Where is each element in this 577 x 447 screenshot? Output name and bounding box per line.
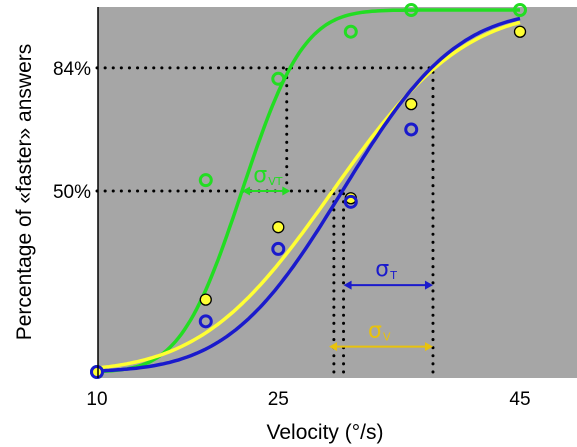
sigma-arrowhead-left-t [343,280,352,290]
x-tick-labels: 10 25 45 [86,389,530,410]
point-yellow-4 [405,97,418,111]
sigma-subscript-v: V [383,331,391,344]
fit-curve-green [96,8,520,374]
data-points [90,3,527,379]
point-blue-2 [271,241,286,256]
point-yellow-2 [272,221,285,234]
sigma-arrowhead-right-vt [282,186,291,196]
point-blue-3 [343,194,358,209]
point-green-1 [198,173,213,188]
x-tick-label-10: 10 [86,389,107,410]
sigma-annotations: σ VTσ Tσ V [242,163,433,352]
y-axis-title: Percentage of «faster» answers [13,44,36,341]
point-blue-4 [404,122,419,137]
fit-curves [96,8,521,374]
point-green-5 [513,3,527,17]
sigma-label-v: σ [368,319,382,344]
point-green-3 [343,24,358,39]
fit-curve-yellow [96,20,521,370]
point-green-4 [404,3,419,17]
sigma-label-t: σ [375,257,389,282]
point-green-2 [271,71,286,86]
point-yellow-5 [513,25,527,38]
x-tick-label-25: 25 [268,389,289,410]
dotted-guides [95,66,435,374]
y-tick-label-50: 50% [53,182,91,203]
fit-curve-blue [96,16,521,373]
sigma-arrowhead-right-t [424,280,433,290]
sigma-subscript-vt: VT [268,175,283,188]
point-yellow-1 [199,293,212,306]
y-tick-labels: 84% 50% [53,59,91,203]
sigma-arrowhead-left-vt [242,186,251,196]
plot-area [98,7,577,378]
y-tick-label-84: 84% [53,59,91,80]
point-blue-1 [198,314,213,329]
x-tick-label-45: 45 [509,389,530,410]
sigma-subscript-t: T [389,269,397,282]
sigma-arrowhead-right-v [424,342,433,352]
sigma-label-vt: σ [253,163,267,188]
x-axis-title: Velocity (°/s) [267,421,384,444]
point-blue-0 [90,365,104,379]
sigma-arrowhead-left-v [329,342,338,352]
